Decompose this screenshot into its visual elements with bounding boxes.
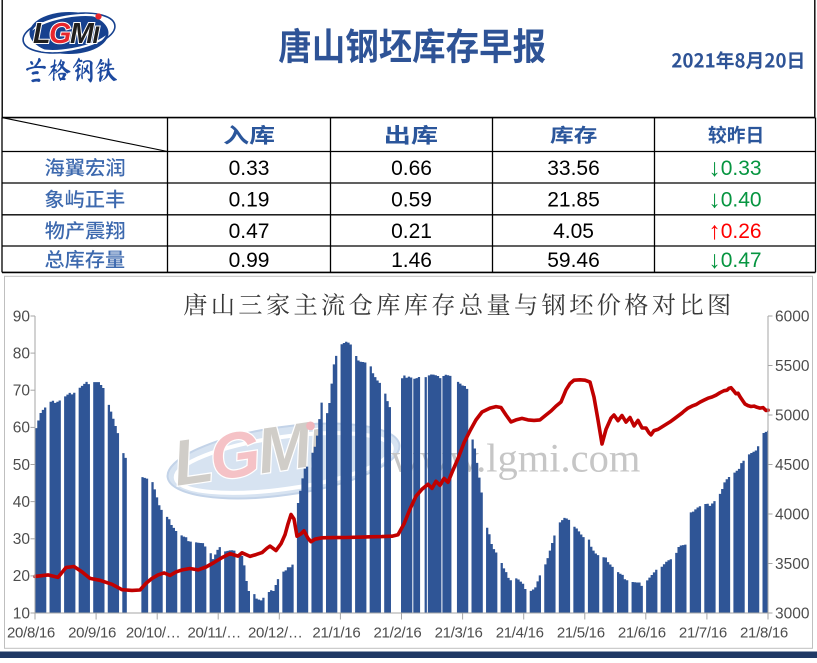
svg-text:0.66: 0.66 xyxy=(391,157,432,180)
svg-text:0.59: 0.59 xyxy=(391,189,432,212)
svg-text:0.47: 0.47 xyxy=(229,220,270,243)
svg-text:20/10/…: 20/10/… xyxy=(126,625,181,642)
svg-text:90: 90 xyxy=(13,308,31,325)
svg-text:21.85: 21.85 xyxy=(547,189,600,212)
svg-text:4.05: 4.05 xyxy=(553,220,594,243)
svg-text:↓0.40: ↓0.40 xyxy=(708,187,761,214)
svg-text:21/2/16: 21/2/16 xyxy=(374,625,422,642)
svg-text:4500: 4500 xyxy=(775,457,810,474)
svg-text:0.21: 0.21 xyxy=(391,220,432,243)
svg-text:21/6/16: 21/6/16 xyxy=(618,625,666,642)
svg-text:↓0.47: ↓0.47 xyxy=(708,247,761,274)
svg-text:21/8/16: 21/8/16 xyxy=(740,625,788,642)
svg-text:1.46: 1.46 xyxy=(391,249,432,272)
svg-text:3000: 3000 xyxy=(775,605,810,622)
svg-text:4000: 4000 xyxy=(775,506,810,523)
svg-text:6000: 6000 xyxy=(775,308,810,325)
svg-text:LGMI: LGMI xyxy=(33,18,100,50)
svg-text:80: 80 xyxy=(13,345,31,362)
svg-text:20/8/16: 20/8/16 xyxy=(7,625,55,642)
svg-text:21/5/16: 21/5/16 xyxy=(557,625,605,642)
svg-text:21/4/16: 21/4/16 xyxy=(496,625,544,642)
svg-text:70: 70 xyxy=(13,383,31,400)
svg-text:3500: 3500 xyxy=(775,556,810,573)
svg-text:30: 30 xyxy=(13,531,31,548)
svg-text:40: 40 xyxy=(13,494,31,511)
svg-text:5000: 5000 xyxy=(775,407,810,424)
svg-text:50: 50 xyxy=(13,457,31,474)
svg-text:20/12/…: 20/12/… xyxy=(248,625,303,642)
svg-text:21/1/16: 21/1/16 xyxy=(312,625,360,642)
svg-text:20/11/…: 20/11/… xyxy=(187,625,241,642)
svg-text:59.46: 59.46 xyxy=(547,249,600,272)
svg-text:21/7/16: 21/7/16 xyxy=(679,625,727,642)
svg-text:33.56: 33.56 xyxy=(547,157,600,180)
svg-text:5500: 5500 xyxy=(775,358,810,375)
svg-text:21/3/16: 21/3/16 xyxy=(435,625,483,642)
svg-text:60: 60 xyxy=(13,420,31,437)
svg-text:10: 10 xyxy=(13,605,31,622)
svg-text:0.33: 0.33 xyxy=(229,157,270,180)
svg-text:0.19: 0.19 xyxy=(229,189,270,212)
svg-text:↓0.33: ↓0.33 xyxy=(708,155,761,182)
svg-text:0.99: 0.99 xyxy=(229,249,270,272)
svg-text:20/9/16: 20/9/16 xyxy=(68,625,116,642)
svg-text:20: 20 xyxy=(13,568,31,585)
svg-text:↑0.26: ↑0.26 xyxy=(708,218,761,245)
